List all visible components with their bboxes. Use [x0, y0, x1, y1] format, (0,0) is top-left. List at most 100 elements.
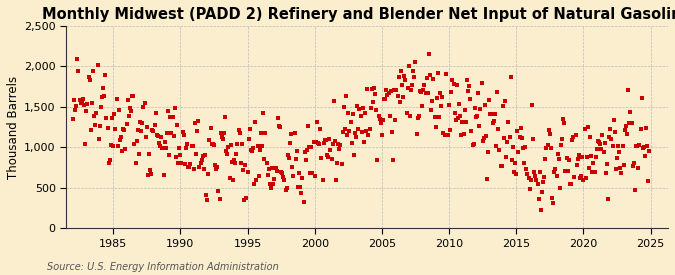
- Point: [568, 135, 578, 139]
- Point: [323, 155, 333, 159]
- Point: [119, 128, 130, 132]
- Point: [147, 128, 158, 132]
- Point: [192, 129, 202, 133]
- Point: [71, 104, 82, 108]
- Point: [302, 148, 313, 152]
- Point: [591, 154, 601, 159]
- Point: [269, 176, 280, 181]
- Point: [384, 114, 395, 119]
- Point: [100, 73, 111, 77]
- Point: [292, 185, 303, 189]
- Point: [238, 168, 248, 172]
- Point: [326, 157, 337, 161]
- Point: [183, 165, 194, 169]
- Point: [82, 102, 93, 107]
- Point: [443, 133, 454, 137]
- Point: [178, 133, 189, 137]
- Point: [184, 165, 194, 169]
- Point: [457, 119, 468, 124]
- Point: [193, 119, 204, 123]
- Point: [508, 170, 519, 174]
- Point: [195, 161, 206, 165]
- Point: [599, 141, 610, 145]
- Point: [547, 196, 558, 200]
- Point: [348, 112, 358, 116]
- Point: [273, 123, 284, 128]
- Point: [341, 94, 352, 98]
- Point: [286, 132, 296, 136]
- Point: [289, 131, 300, 135]
- Point: [83, 75, 94, 79]
- Point: [407, 83, 418, 87]
- Point: [632, 144, 643, 148]
- Point: [315, 126, 326, 131]
- Point: [628, 161, 639, 166]
- Point: [409, 74, 420, 79]
- Point: [275, 124, 286, 129]
- Point: [268, 182, 279, 186]
- Point: [334, 147, 345, 151]
- Point: [115, 135, 126, 139]
- Point: [390, 118, 401, 122]
- Point: [248, 146, 259, 150]
- Point: [263, 172, 273, 177]
- Point: [620, 123, 631, 128]
- Point: [574, 176, 585, 180]
- Point: [297, 176, 308, 180]
- Point: [475, 107, 486, 111]
- Point: [399, 73, 410, 78]
- Point: [382, 93, 393, 97]
- Point: [284, 156, 294, 160]
- Point: [374, 117, 385, 121]
- Point: [213, 189, 224, 193]
- Point: [277, 171, 288, 176]
- Point: [450, 118, 461, 122]
- Point: [535, 207, 546, 212]
- Point: [583, 125, 593, 129]
- Point: [550, 167, 561, 171]
- Point: [532, 182, 543, 186]
- Point: [292, 149, 302, 153]
- Point: [520, 145, 531, 149]
- Point: [138, 105, 148, 110]
- Point: [246, 149, 257, 153]
- Point: [222, 151, 233, 156]
- Point: [313, 141, 323, 145]
- Point: [372, 158, 383, 162]
- Point: [159, 140, 170, 144]
- Point: [537, 190, 547, 194]
- Point: [402, 86, 413, 90]
- Point: [607, 144, 618, 148]
- Point: [567, 138, 578, 142]
- Point: [437, 95, 448, 99]
- Point: [107, 116, 117, 120]
- Point: [431, 95, 442, 100]
- Point: [321, 153, 332, 157]
- Point: [164, 153, 175, 157]
- Point: [483, 150, 493, 154]
- Point: [516, 136, 527, 141]
- Point: [453, 116, 464, 120]
- Point: [70, 108, 80, 113]
- Point: [377, 133, 387, 137]
- Point: [584, 166, 595, 170]
- Point: [69, 98, 80, 102]
- Point: [167, 115, 178, 119]
- Point: [258, 111, 269, 115]
- Point: [81, 109, 92, 113]
- Point: [367, 86, 377, 91]
- Point: [445, 128, 456, 133]
- Point: [397, 83, 408, 87]
- Point: [548, 201, 559, 205]
- Point: [587, 170, 598, 174]
- Point: [375, 121, 386, 125]
- Point: [308, 140, 319, 144]
- Point: [446, 90, 457, 94]
- Point: [623, 88, 634, 92]
- Point: [416, 90, 427, 94]
- Point: [363, 133, 374, 137]
- Point: [620, 128, 630, 132]
- Point: [435, 91, 446, 95]
- Point: [178, 130, 188, 134]
- Point: [132, 128, 143, 133]
